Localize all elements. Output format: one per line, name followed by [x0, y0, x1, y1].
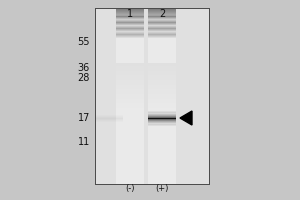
Text: (-): (-): [125, 184, 135, 192]
Text: (+): (+): [155, 184, 169, 192]
Text: 28: 28: [78, 73, 90, 83]
Text: 55: 55: [77, 37, 90, 47]
Text: 36: 36: [78, 63, 90, 73]
Text: 2: 2: [159, 9, 165, 19]
Text: 11: 11: [78, 137, 90, 147]
Polygon shape: [180, 111, 192, 125]
Text: 1: 1: [127, 9, 133, 19]
Text: 17: 17: [78, 113, 90, 123]
